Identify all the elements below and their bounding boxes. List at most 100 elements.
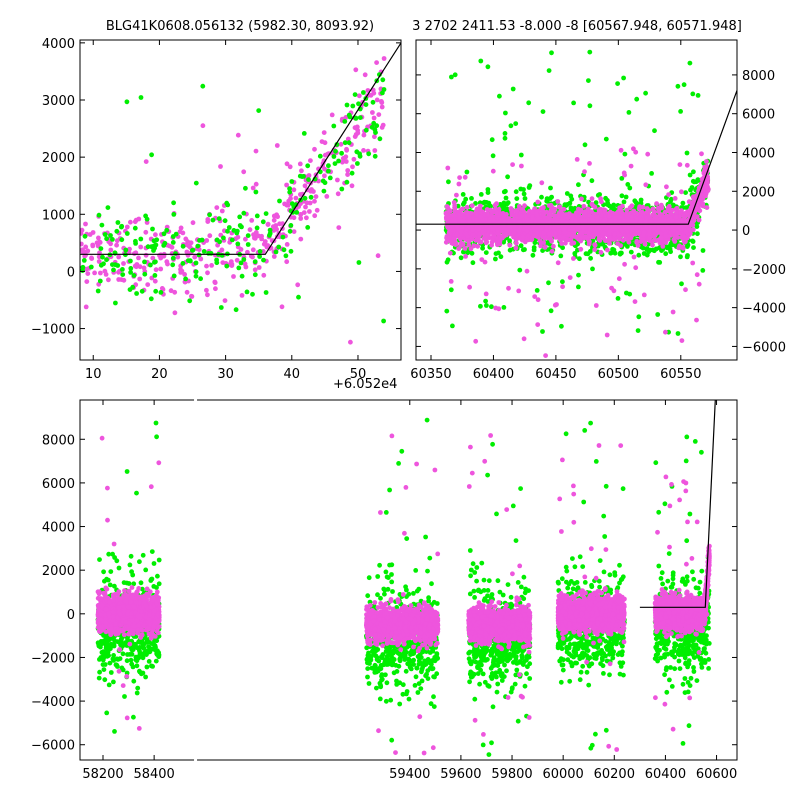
- data-point: [664, 245, 670, 251]
- data-point: [271, 217, 277, 223]
- data-point: [497, 202, 503, 207]
- data-point: [377, 72, 382, 77]
- data-point: [116, 254, 122, 260]
- data-point: [704, 159, 709, 164]
- left-panel-title: BLG41K0608.056132 (5982.30, 8093.92): [106, 19, 374, 34]
- data-point: [622, 172, 627, 178]
- data-point: [595, 214, 600, 220]
- data-point: [123, 247, 129, 253]
- data-point: [110, 262, 115, 267]
- data-point: [297, 161, 303, 167]
- data-point: [655, 312, 661, 317]
- data-point: [145, 282, 151, 287]
- data-point: [558, 253, 564, 259]
- data-point: [213, 286, 218, 292]
- data-point: [628, 249, 634, 255]
- data-point: [666, 192, 671, 198]
- data-point: [136, 216, 142, 222]
- data-point: [252, 259, 258, 265]
- data-point: [539, 194, 544, 200]
- data-point: [83, 221, 88, 227]
- data-point: [95, 288, 101, 294]
- data-point: [185, 258, 191, 263]
- data-point: [675, 83, 681, 89]
- data-point: [293, 195, 299, 201]
- data-point: [485, 211, 490, 217]
- data-point: [81, 258, 87, 263]
- data-point: [90, 230, 96, 235]
- data-point: [588, 227, 593, 232]
- data-point: [127, 258, 133, 264]
- data-point: [245, 242, 251, 247]
- data-point: [676, 245, 682, 251]
- data-point: [110, 237, 115, 242]
- data-point: [631, 219, 637, 225]
- data-point: [466, 238, 472, 244]
- data-point: [381, 56, 387, 61]
- data-point: [263, 290, 269, 295]
- data-point: [137, 276, 143, 282]
- data-point: [171, 200, 177, 206]
- data-point: [261, 272, 267, 278]
- data-point: [312, 213, 318, 219]
- data-point: [610, 225, 616, 230]
- y-tick-label: −4000: [742, 302, 786, 317]
- data-point: [296, 294, 301, 300]
- data-point: [686, 199, 692, 205]
- data-point: [445, 205, 451, 211]
- data-point: [690, 227, 696, 233]
- data-point: [556, 211, 562, 217]
- data-point: [443, 239, 449, 245]
- data-point: [535, 199, 541, 205]
- data-point: [513, 237, 519, 243]
- data-point: [682, 239, 687, 245]
- data-point: [312, 198, 317, 204]
- data-point: [604, 332, 610, 338]
- data-point: [587, 161, 592, 166]
- data-point: [654, 201, 659, 207]
- data-point: [294, 210, 300, 215]
- data-point: [606, 213, 612, 219]
- data-point: [218, 164, 223, 169]
- data-point: [114, 228, 120, 234]
- data-point: [108, 233, 113, 238]
- data-point: [352, 92, 358, 97]
- data-point: [171, 212, 177, 217]
- data-point: [119, 224, 124, 230]
- data-point: [560, 211, 566, 217]
- data-point: [577, 214, 583, 220]
- data-point: [541, 209, 547, 215]
- y-tick-label: 6000: [742, 108, 775, 123]
- data-point: [674, 210, 679, 216]
- data-point: [338, 141, 344, 147]
- data-point: [561, 206, 567, 212]
- data-point: [546, 280, 551, 286]
- data-point: [287, 186, 292, 192]
- data-point: [518, 243, 524, 249]
- data-point: [132, 219, 138, 225]
- data-point: [615, 81, 620, 86]
- data-point: [659, 235, 664, 241]
- data-point: [470, 260, 476, 266]
- x-tick-label: 60450: [535, 367, 576, 382]
- data-point: [518, 152, 524, 158]
- data-point: [679, 189, 684, 195]
- data-point: [607, 241, 612, 246]
- data-point: [470, 227, 476, 233]
- data-point: [127, 562, 133, 568]
- data-point: [250, 247, 256, 253]
- data-point: [207, 233, 213, 239]
- data-point: [304, 215, 309, 221]
- data-point: [484, 303, 489, 308]
- x-offset-label: +6.052e4: [333, 377, 397, 392]
- data-point: [477, 239, 482, 245]
- data-point: [210, 217, 216, 223]
- data-point: [304, 200, 310, 206]
- data-point: [694, 272, 700, 278]
- data-point: [189, 293, 194, 299]
- data-point: [271, 213, 277, 219]
- data-point: [320, 178, 326, 184]
- data-point: [96, 212, 102, 218]
- data-point: [508, 206, 514, 211]
- data-point: [200, 123, 206, 129]
